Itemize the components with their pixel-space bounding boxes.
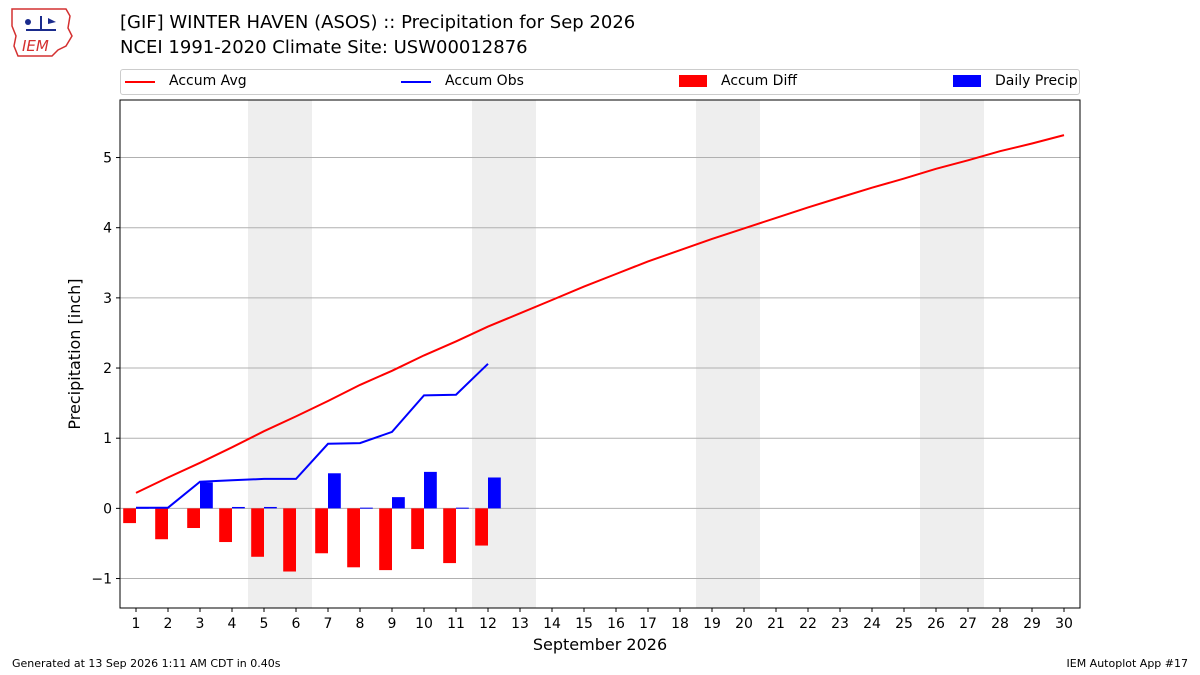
x-tick-label: 14 bbox=[543, 616, 561, 632]
accum-diff-bar bbox=[411, 508, 424, 550]
x-tick-label: 25 bbox=[895, 616, 913, 632]
chart-subtitle: NCEI 1991-2020 Climate Site: USW00012876 bbox=[120, 37, 528, 58]
accum-diff-bar bbox=[155, 508, 168, 540]
daily-precip-bar bbox=[392, 497, 405, 509]
x-tick-label: 26 bbox=[927, 616, 945, 632]
chart-title: [GIF] WINTER HAVEN (ASOS) :: Precipitati… bbox=[120, 12, 636, 33]
accum-diff-bar bbox=[187, 508, 200, 529]
accum-diff-bar bbox=[379, 508, 392, 571]
x-tick-label: 29 bbox=[1023, 616, 1041, 632]
x-tick-label: 28 bbox=[991, 616, 1009, 632]
x-tick-label: 20 bbox=[735, 616, 753, 632]
y-tick-label: 2 bbox=[103, 361, 112, 377]
accum-obs-line bbox=[136, 363, 489, 509]
y-tick-label: 5 bbox=[103, 151, 112, 167]
weekend-shade-4 bbox=[920, 100, 984, 608]
x-tick-label: 23 bbox=[831, 616, 849, 632]
y-tick-label: 3 bbox=[103, 291, 112, 307]
x-tick-label: 9 bbox=[388, 616, 397, 632]
y-tick-label: 0 bbox=[103, 501, 112, 517]
daily-precip-bar bbox=[264, 506, 277, 509]
x-tick-label: 6 bbox=[292, 616, 301, 632]
daily-precip-bar bbox=[456, 507, 469, 509]
x-tick-label: 12 bbox=[479, 616, 497, 632]
x-tick-label: 13 bbox=[511, 616, 529, 632]
iem-logo-graphic: IEM bbox=[11, 8, 73, 57]
accum-diff-bar bbox=[315, 508, 328, 554]
accum-avg-line bbox=[135, 134, 1065, 494]
chart-legend: Accum Avg Accum Obs Accum Diff Daily Pre… bbox=[120, 69, 1080, 95]
accum-diff-bar bbox=[347, 508, 360, 568]
legend-swatch-accum-avg bbox=[125, 81, 155, 83]
logo-text: IEM bbox=[22, 37, 49, 55]
x-tick-label: 1 bbox=[132, 616, 141, 632]
x-tick-label: 7 bbox=[324, 616, 333, 632]
x-tick-label: 5 bbox=[260, 616, 269, 632]
accum-diff-bar bbox=[283, 508, 296, 572]
x-tick-label: 27 bbox=[959, 616, 977, 632]
legend-label-daily-precip: Daily Precip bbox=[995, 73, 1078, 89]
y-axis-label: Precipitation [inch] bbox=[65, 278, 84, 429]
footer-generated: Generated at 13 Sep 2026 1:11 AM CDT in … bbox=[12, 657, 281, 670]
legend-label-accum-obs: Accum Obs bbox=[445, 73, 524, 89]
x-tick-label: 4 bbox=[228, 616, 237, 632]
y-tick-label: 4 bbox=[103, 221, 112, 237]
daily-precip-bar bbox=[200, 482, 213, 509]
daily-precip-bar bbox=[232, 506, 245, 509]
daily-precip-bar bbox=[360, 507, 373, 509]
footer-app: IEM Autoplot App #17 bbox=[1066, 657, 1189, 670]
x-tick-label: 8 bbox=[356, 616, 365, 632]
daily-precip-bar bbox=[328, 473, 341, 509]
x-tick-label: 3 bbox=[196, 616, 205, 632]
x-tick-label: 16 bbox=[607, 616, 625, 632]
legend-label-accum-diff: Accum Diff bbox=[721, 73, 798, 89]
x-tick-label: 30 bbox=[1055, 616, 1073, 632]
y-tick-label: −1 bbox=[91, 572, 112, 588]
legend-swatch-daily-precip bbox=[953, 75, 981, 87]
x-tick-label: 10 bbox=[415, 616, 433, 632]
x-tick-label: 15 bbox=[575, 616, 593, 632]
x-tick-label: 21 bbox=[767, 616, 785, 632]
iem-logo: IEM bbox=[8, 6, 76, 58]
y-tick-label: 1 bbox=[103, 431, 112, 447]
x-tick-label: 2 bbox=[164, 616, 173, 632]
accum-diff-bar bbox=[219, 508, 232, 543]
accum-diff-bar bbox=[251, 508, 264, 557]
legend-swatch-accum-obs bbox=[401, 81, 431, 83]
legend-swatch-accum-diff bbox=[679, 75, 707, 87]
legend-label-accum-avg: Accum Avg bbox=[169, 73, 247, 89]
x-axis-label: September 2026 bbox=[533, 635, 667, 654]
accum-diff-bar bbox=[475, 508, 488, 546]
x-tick-label: 18 bbox=[671, 616, 689, 632]
accum-diff-bar bbox=[123, 508, 136, 524]
x-tick-label: 19 bbox=[703, 616, 721, 632]
x-tick-label: 11 bbox=[447, 616, 465, 632]
x-tick-label: 17 bbox=[639, 616, 657, 632]
plot-frame bbox=[119, 99, 1081, 609]
weekend-shade-3 bbox=[696, 100, 760, 608]
daily-precip-bar bbox=[488, 477, 501, 509]
accum-diff-bar bbox=[443, 508, 456, 564]
x-tick-label: 24 bbox=[863, 616, 881, 632]
daily-precip-bar bbox=[424, 471, 437, 509]
x-tick-label: 22 bbox=[799, 616, 817, 632]
